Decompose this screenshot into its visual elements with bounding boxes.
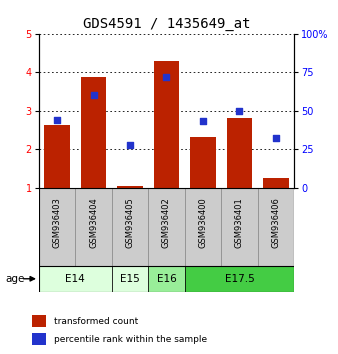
Bar [148,188,185,266]
Text: GSM936406: GSM936406 [271,197,280,248]
Text: E17.5: E17.5 [224,274,254,284]
Text: GSM936402: GSM936402 [162,197,171,248]
Bar [32,315,46,327]
Text: age: age [5,274,24,284]
Bar [81,77,106,188]
Text: percentile rank within the sample: percentile rank within the sample [54,335,207,344]
Title: GDS4591 / 1435649_at: GDS4591 / 1435649_at [83,17,250,31]
Bar [112,266,148,292]
Bar [148,266,185,292]
Bar [112,188,148,266]
Bar [75,188,112,266]
Point [91,92,96,98]
Bar [39,266,112,292]
Point [164,74,169,80]
Text: E15: E15 [120,274,140,284]
Text: GSM936400: GSM936400 [198,197,208,248]
Bar [263,178,289,188]
Bar [226,118,252,188]
Bar [185,188,221,266]
Bar [117,186,143,188]
Point [273,136,279,141]
Text: GSM936404: GSM936404 [89,197,98,248]
Text: E14: E14 [66,274,85,284]
Text: GSM936403: GSM936403 [53,197,62,248]
Text: GSM936401: GSM936401 [235,197,244,248]
Point [200,119,206,124]
Bar [258,188,294,266]
Bar [39,188,75,266]
Bar [221,188,258,266]
Text: E16: E16 [156,274,176,284]
Bar [32,333,46,345]
Point [127,142,133,147]
Point [237,108,242,113]
Text: transformed count: transformed count [54,317,138,326]
Text: GSM936405: GSM936405 [125,197,135,248]
Bar [190,137,216,188]
Bar [44,125,70,188]
Bar [185,266,294,292]
Point [54,117,60,123]
Bar [154,61,179,188]
